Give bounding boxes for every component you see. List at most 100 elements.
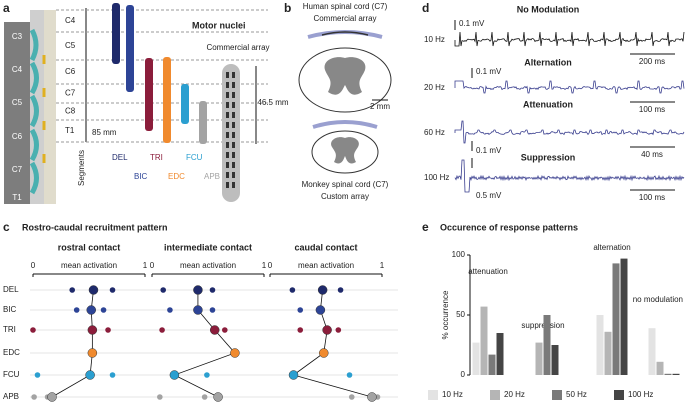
- individual-dot: [201, 394, 208, 400]
- individual-dot: [297, 327, 304, 333]
- individual-dot: [31, 394, 37, 400]
- time-label: 40 ms: [641, 150, 663, 159]
- array-contact: [226, 172, 229, 178]
- mean-dot: [213, 392, 223, 402]
- muscle-label: FCU: [186, 153, 203, 162]
- array-contact: [226, 152, 229, 158]
- y-tick-label: 50: [456, 310, 465, 319]
- bar: [620, 258, 628, 375]
- array-contact: [226, 112, 229, 118]
- trace-title: Alternation: [524, 57, 572, 67]
- array-contact: [226, 122, 229, 128]
- vertebra-label: C7: [12, 165, 23, 174]
- x-axis-label: mean activation: [298, 261, 354, 270]
- b-title: Human spinal cord (C7): [303, 2, 388, 11]
- mean-dot: [315, 305, 326, 315]
- bar: [672, 373, 680, 375]
- individual-dot: [346, 372, 353, 378]
- muscle-label: DEL: [112, 153, 128, 162]
- spine-drawing: [4, 10, 56, 204]
- category-label: attenuation: [468, 267, 508, 276]
- muscle-label: APB: [204, 172, 220, 181]
- mean-dot: [169, 370, 180, 380]
- individual-dot: [157, 394, 163, 400]
- panel-label: b: [284, 1, 291, 15]
- panel-label: c: [3, 220, 10, 234]
- length-label: 85 mm: [92, 128, 117, 137]
- segment-label: T1: [65, 126, 75, 135]
- mean-dot: [87, 348, 98, 358]
- muscle-label: TRI: [150, 153, 163, 162]
- individual-dot: [159, 327, 165, 333]
- vertebrae-label: Vertebrae: [7, 204, 16, 239]
- mean-dot: [317, 285, 328, 295]
- array-contact: [232, 172, 235, 178]
- mean-dot: [86, 305, 96, 315]
- mean-dot: [319, 348, 329, 358]
- array-arc: [312, 120, 378, 129]
- trace: [454, 159, 685, 193]
- array-contact: [226, 102, 229, 108]
- individual-dot: [73, 307, 80, 313]
- bar: [604, 331, 612, 375]
- individual-dot: [204, 372, 210, 378]
- b-subtitle: Commercial array: [313, 14, 376, 23]
- category-label: FCU: [3, 370, 20, 379]
- category-label: BIC: [3, 305, 17, 314]
- subplot-title: rostral contact: [58, 242, 121, 252]
- individual-dot: [109, 287, 116, 293]
- individual-dot: [105, 327, 111, 333]
- mean-dot: [230, 348, 240, 358]
- array: [222, 64, 240, 202]
- individual-dot: [222, 327, 228, 333]
- motor-nucleus: [112, 3, 120, 64]
- category-label: APB: [3, 392, 19, 401]
- array-contact: [232, 92, 235, 98]
- array-contact: [232, 182, 235, 188]
- legend-label: 10 Hz: [442, 390, 463, 399]
- amplitude-label: 0.1 mV: [459, 19, 485, 28]
- vertebra-label: C5: [12, 98, 23, 107]
- mean-dot: [322, 325, 332, 335]
- legend-swatch: [552, 390, 562, 400]
- array-length: 46.5 mm: [257, 98, 288, 107]
- bar: [496, 333, 504, 375]
- individual-dot: [289, 287, 296, 293]
- mean-dot: [288, 370, 299, 380]
- motor-nucleus: [126, 5, 134, 92]
- category-label: TRI: [3, 325, 16, 334]
- array-contacts: [321, 31, 369, 36]
- vertebra-label: T1: [12, 193, 22, 202]
- category-label: EDC: [3, 348, 20, 357]
- vertebra-label: C3: [12, 32, 23, 41]
- array-contact: [226, 82, 229, 88]
- array-contact: [232, 142, 235, 148]
- array-contact: [226, 72, 229, 78]
- time-label: 100 ms: [639, 193, 665, 202]
- bar: [535, 342, 543, 375]
- individual-dot: [30, 327, 36, 333]
- trace: [454, 80, 685, 94]
- segment-label: C7: [65, 89, 76, 98]
- subplot-title: caudal contact: [294, 242, 357, 252]
- trace-title: Attenuation: [523, 99, 573, 109]
- nuclei-title: Motor nuclei: [192, 20, 246, 30]
- mean-dot: [47, 392, 57, 402]
- category-label: no modulation: [633, 295, 683, 304]
- amplitude-label: 0.5 mV: [476, 191, 502, 200]
- mean-dot: [367, 392, 377, 402]
- array-contact: [232, 72, 235, 78]
- grey-matter: [331, 137, 359, 164]
- legend-swatch: [490, 390, 500, 400]
- b-title: Monkey spinal cord (C7): [302, 180, 389, 189]
- individual-dot: [34, 372, 41, 378]
- trace: [454, 120, 685, 144]
- array-contact: [232, 162, 235, 168]
- trace-title: Suppression: [521, 152, 576, 162]
- bar: [543, 315, 551, 375]
- x-tick-label: 1: [380, 261, 385, 270]
- bar: [488, 354, 496, 375]
- y-axis-label: % occurrence: [441, 290, 450, 339]
- time-label: 200 ms: [639, 57, 665, 66]
